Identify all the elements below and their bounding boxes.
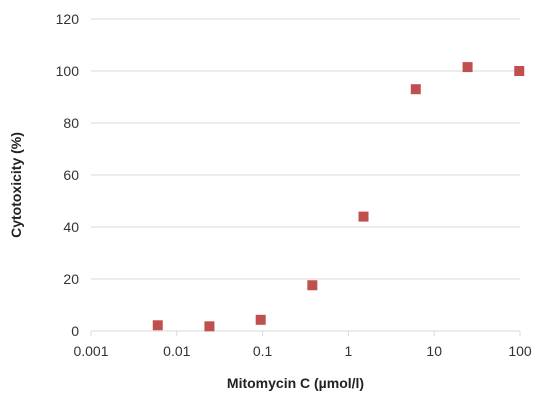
x-axis-title: Mitomycin C (µmol/l) — [227, 375, 364, 391]
gridlines — [91, 18, 520, 280]
x-tick-label: 1 — [345, 343, 353, 359]
x-tick-label: 0.1 — [253, 343, 273, 359]
data-point — [204, 321, 215, 332]
data-point — [255, 314, 266, 325]
x-tick-label: 100 — [508, 343, 532, 359]
data-points — [152, 62, 525, 332]
data-point — [307, 280, 318, 291]
x-axis-ticks: 0.001 0.01 0.1 1 10 100 — [73, 331, 532, 359]
y-tick-label: 100 — [56, 63, 80, 79]
y-tick-label: 40 — [63, 219, 79, 235]
data-point — [514, 66, 525, 76]
y-tick-label: 80 — [63, 115, 79, 131]
x-tick-label: 0.01 — [163, 343, 190, 359]
y-tick-label: 0 — [71, 323, 79, 339]
y-tick-label: 20 — [63, 271, 79, 287]
y-tick-label: 120 — [56, 11, 80, 27]
data-point — [358, 211, 369, 222]
y-tick-label: 60 — [63, 167, 79, 183]
data-point — [462, 62, 473, 73]
data-point — [410, 84, 421, 95]
y-axis-ticks: 0 20 40 60 80 100 120 — [56, 11, 80, 339]
y-axis-title: Cytotoxicity (%) — [8, 132, 24, 238]
x-tick-label: 0.001 — [73, 343, 108, 359]
data-point — [152, 320, 163, 331]
x-tick-label: 10 — [426, 343, 442, 359]
